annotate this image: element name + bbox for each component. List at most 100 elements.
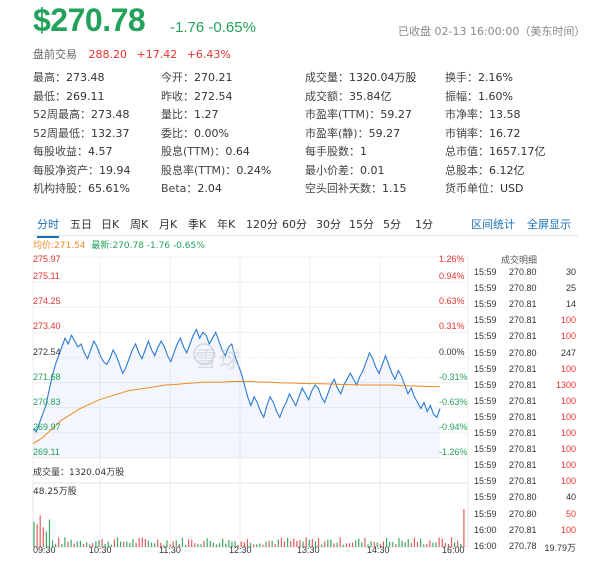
trade-row: 15:59 270.81 100 — [472, 315, 578, 332]
pct-tick-label: 0.63% — [439, 296, 465, 307]
tab-6[interactable]: 年K — [217, 218, 236, 231]
trade-volume: 247 — [560, 347, 576, 358]
stat-label: 今开： — [161, 71, 194, 84]
x-tick-label: 12:30 — [229, 545, 252, 555]
tab-5[interactable]: 季K — [188, 218, 207, 231]
stats-row: 每股净资产：19.94 股息率(TTM)：0.24% 最小价差：0.01 总股本：6.… — [33, 162, 593, 180]
stat-value: 19.94 — [99, 163, 131, 177]
stat-value: 35.84亿 — [349, 89, 392, 103]
trade-row: 15:59 270.81 100 — [472, 428, 578, 445]
stat-item: 每股收益：4.57 — [33, 143, 113, 159]
tab-1[interactable]: 五日 — [70, 218, 92, 231]
trade-row: 15:59 270.81 100 — [472, 364, 578, 381]
trade-volume: 100 — [560, 363, 576, 374]
stat-label: 总股本： — [445, 163, 489, 177]
trade-row: 15:59 270.81 100 — [472, 396, 578, 413]
stat-label: 量比： — [161, 108, 194, 121]
stats-row: 最高：273.48 今开：270.21 成交量：1320.04万股 换手：2.16% — [33, 69, 593, 87]
stats-row: 52周最高：273.48 量比：1.27 市盈率(TTM)：59.27 市净率：13.… — [33, 106, 593, 124]
fullscreen-button[interactable]: 全屏显示 — [527, 218, 571, 231]
watermark-text: 雪球 — [195, 348, 244, 373]
trade-row: 16:00 270.78 19.79万 — [472, 541, 578, 558]
trade-volume: 100 — [560, 524, 576, 535]
volume-max-label: 48.25万股 — [33, 487, 77, 497]
x-tick-label: 11:30 — [159, 545, 181, 555]
trade-price: 270.81 — [509, 524, 537, 535]
trade-price: 270.80 — [509, 492, 537, 503]
price-area-fill — [33, 329, 440, 458]
tab-7[interactable]: 120分 — [246, 218, 278, 231]
x-tick-label: 10:30 — [89, 545, 112, 555]
tab-11[interactable]: 5分 — [383, 218, 401, 231]
stat-label: 每手股数： — [305, 145, 360, 158]
legend-avg-price: 均价:271.54 — [33, 241, 86, 251]
stat-value: 1.60% — [478, 89, 513, 103]
trade-time: 15:59 — [474, 283, 497, 294]
tab-0[interactable]: 分时 — [37, 218, 59, 238]
trade-row: 16:00 270.81 100 — [472, 525, 578, 542]
trade-volume: 19.79万 — [544, 542, 576, 553]
volume-area-frame — [32, 482, 469, 548]
trade-price: 270.81 — [509, 379, 537, 390]
trade-volume: 1300 — [555, 379, 576, 390]
stat-label: 机构持股： — [33, 182, 88, 195]
premarket-row: 盘前交易 288.20 +17.42 +6.43% — [33, 46, 237, 64]
legend-latest-price: 最新:270.78 -1.76 -0.65% — [91, 241, 205, 251]
trade-volume: 100 — [560, 460, 576, 471]
stat-item: 最低：269.11 — [33, 88, 105, 104]
stat-label: 52周最高： — [33, 108, 91, 121]
trade-time: 15:59 — [474, 492, 497, 503]
tab-4[interactable]: 月K — [159, 218, 178, 231]
trade-row: 15:59 270.80 50 — [472, 509, 578, 526]
stat-item: 52周最高：273.48 — [33, 106, 130, 122]
tab-9[interactable]: 30分 — [316, 218, 341, 231]
chart-period-tabs: 分时 五日 日K 周K 月K 季K 年K 120分 60分 30分 15分 5分 1分 区间统计 全屏显示 — [33, 212, 578, 238]
stat-value: 0.01 — [360, 163, 385, 177]
intraday-chart-svg — [32, 256, 469, 548]
stat-item: 市销率：16.72 — [445, 125, 521, 141]
pct-tick-label: -1.26% — [439, 447, 468, 457]
tab-10[interactable]: 15分 — [349, 218, 374, 231]
range-stats-button[interactable]: 区间统计 — [471, 218, 515, 231]
stat-value: 1 — [360, 145, 367, 158]
trade-price: 270.81 — [509, 395, 537, 406]
stat-label: 52周最低： — [33, 126, 91, 140]
stat-value: 0.00% — [194, 126, 229, 140]
stat-label: 股息率(TTM)： — [161, 163, 237, 177]
y-tick-label: 275.97 — [33, 254, 61, 264]
x-tick-label: 13:30 — [297, 545, 320, 555]
trade-row: 15:59 270.81 100 — [472, 460, 578, 477]
tab-8[interactable]: 60分 — [282, 218, 307, 231]
pct-tick-label: 1.26% — [439, 254, 465, 264]
y-tick-label: 270.83 — [33, 396, 61, 407]
pct-tick-label: -0.94% — [439, 421, 468, 432]
trade-price: 270.80 — [509, 267, 537, 277]
tab-2[interactable]: 日K — [101, 218, 120, 231]
stat-value: 4.57 — [88, 145, 113, 158]
stat-item: 52周最低：132.37 — [33, 125, 130, 141]
intraday-chart[interactable]: 275.97 275.11 274.25 273.40 272.54 271.68 270.… — [0, 245, 470, 562]
trade-time: 16:00 — [474, 524, 497, 535]
stat-value: 13.58 — [489, 108, 521, 121]
price-change-value: -1.76 — [170, 19, 205, 36]
trade-time: 15:59 — [474, 315, 497, 326]
pct-tick-label: -0.31% — [439, 371, 468, 382]
x-tick-label: 14:30 — [367, 545, 390, 555]
trade-volume: 100 — [560, 428, 576, 438]
trade-time: 15:59 — [474, 347, 497, 358]
trade-price: 270.81 — [509, 411, 537, 422]
stat-label: 空头回补天数： — [305, 182, 382, 195]
trade-time: 15:59 — [474, 444, 497, 455]
pct-tick-label: 0.94% — [439, 271, 465, 282]
stat-item: 振幅：1.60% — [445, 88, 513, 104]
trade-volume: 100 — [560, 411, 576, 422]
price-line — [32, 328, 441, 433]
trade-row: 15:59 270.81 100 — [472, 476, 578, 493]
stat-label: 市盈率(静)： — [305, 126, 369, 140]
chart-legend: 均价:271.54 最新:270.78 -1.76 -0.65% — [33, 238, 205, 251]
tab-12[interactable]: 1分 — [415, 218, 433, 231]
tab-3[interactable]: 周K — [130, 218, 149, 231]
trade-price: 270.81 — [509, 299, 537, 310]
stat-item: 机构持股：65.61% — [33, 180, 130, 196]
stat-item: 最小价差：0.01 — [305, 162, 385, 178]
